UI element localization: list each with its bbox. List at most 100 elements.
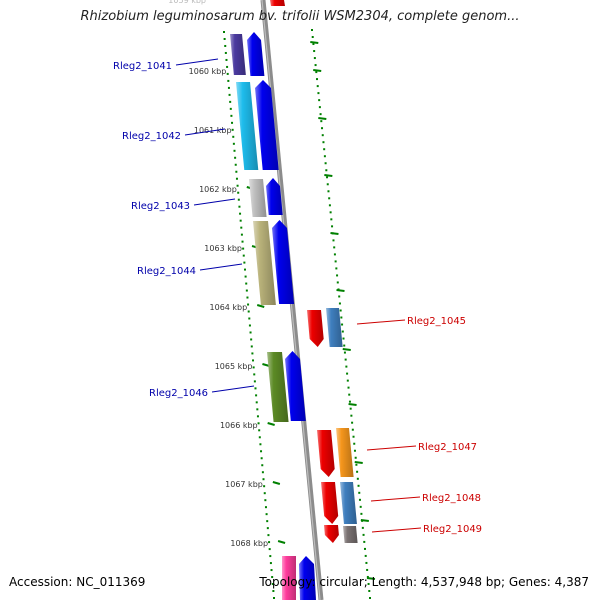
- ruler-tick-label: 1062 kbp: [199, 185, 237, 194]
- track-dot: [226, 65, 229, 68]
- track-dot: [266, 527, 269, 530]
- track-dot: [254, 387, 257, 390]
- track-dot: [363, 547, 366, 550]
- left-dotted-track: [223, 31, 275, 599]
- track-dot: [243, 261, 246, 264]
- gene-Rleg2_1046: [267, 351, 306, 422]
- track-dot: [323, 155, 326, 158]
- track-dot: [272, 590, 275, 593]
- partial-gene-top: [270, 0, 285, 6]
- track-dot: [231, 128, 234, 131]
- track-dot: [351, 421, 354, 424]
- gene-strand-arrow: [272, 220, 295, 304]
- gene-label: Rleg2_1045: [407, 316, 466, 327]
- right-track-tick: [330, 232, 339, 235]
- track-dot: [312, 43, 315, 46]
- track-dot: [237, 198, 240, 201]
- track-dot: [348, 393, 351, 396]
- track-dot: [346, 379, 349, 382]
- track-dot: [226, 72, 229, 75]
- ruler-tick: [277, 540, 286, 544]
- track-dot: [327, 190, 330, 193]
- track-dot: [234, 163, 237, 166]
- ruler-tick-label: 1063 kbp: [204, 244, 242, 253]
- partial-gene-bottom-box: [282, 556, 296, 600]
- track-dot: [358, 498, 361, 501]
- track-dot: [247, 303, 250, 306]
- gene-label-leader: [211, 385, 255, 393]
- track-dot: [326, 183, 329, 186]
- track-dot: [264, 499, 267, 502]
- right-track-tick: [360, 519, 369, 522]
- track-dot: [323, 148, 326, 151]
- track-dot: [264, 506, 267, 509]
- track-dot: [236, 184, 239, 187]
- gene-strand-arrow: [266, 178, 283, 215]
- track-dot: [318, 99, 321, 102]
- genome-title: Rhizobium leguminosarum bv. trifolii WSM…: [80, 9, 520, 24]
- track-dot: [338, 295, 341, 298]
- gene-label-leader: [193, 198, 236, 206]
- track-dot: [271, 576, 274, 579]
- track-dot: [363, 540, 366, 543]
- track-dot: [366, 575, 369, 578]
- track-dot: [237, 191, 240, 194]
- track-dot: [249, 331, 252, 334]
- track-dot: [266, 520, 269, 523]
- track-dot: [269, 562, 272, 565]
- track-dot: [314, 64, 317, 67]
- track-dot: [328, 197, 331, 200]
- gene-Rleg2_1049: [324, 525, 358, 543]
- gene-label-leader: [366, 445, 417, 451]
- track-dot: [224, 44, 227, 47]
- track-dot: [333, 246, 336, 249]
- track-dot: [338, 302, 341, 305]
- gene-Rleg2_1041: [230, 32, 265, 76]
- track-dot: [357, 484, 360, 487]
- track-dot: [349, 407, 352, 410]
- track-dot: [245, 282, 248, 285]
- track-dot: [223, 31, 225, 33]
- track-dot: [341, 323, 344, 326]
- track-dot: [223, 37, 226, 40]
- track-dot: [256, 415, 259, 418]
- track-dot: [268, 541, 271, 544]
- track-dot: [238, 205, 241, 208]
- track-dot: [273, 597, 275, 599]
- gene-feature-box: [253, 221, 276, 305]
- gene-label: Rleg2_1044: [137, 266, 196, 277]
- gene-label: Rleg2_1046: [149, 388, 208, 399]
- track-dot: [322, 141, 325, 144]
- gene-feature-box: [326, 308, 343, 347]
- gene-label: Rleg2_1049: [423, 524, 482, 535]
- track-dot: [258, 436, 261, 439]
- right-dotted-track: [311, 29, 371, 599]
- track-dot: [333, 253, 336, 256]
- track-dot: [344, 358, 347, 361]
- track-dot: [247, 310, 250, 313]
- track-dot: [230, 114, 233, 117]
- track-dot: [260, 457, 263, 460]
- track-dot: [313, 57, 316, 60]
- track-dot: [242, 247, 245, 250]
- track-dot: [258, 429, 261, 432]
- track-dot: [334, 260, 337, 263]
- gene-strand-arrow: [317, 430, 335, 477]
- right-track-tick: [342, 348, 351, 351]
- track-dot: [252, 366, 255, 369]
- track-dot: [255, 394, 258, 397]
- track-dot: [348, 400, 351, 403]
- track-dot: [227, 79, 230, 82]
- track-dot: [352, 435, 355, 438]
- track-dot: [235, 177, 238, 180]
- gene-strand-arrow: [255, 80, 279, 170]
- track-dot: [242, 254, 245, 257]
- track-dot: [368, 589, 371, 592]
- gene-feature-box: [343, 526, 358, 543]
- track-dot: [244, 275, 247, 278]
- track-dot: [350, 414, 353, 417]
- track-dot: [265, 513, 268, 516]
- track-dot: [321, 134, 324, 137]
- gene-feature-box: [249, 179, 267, 217]
